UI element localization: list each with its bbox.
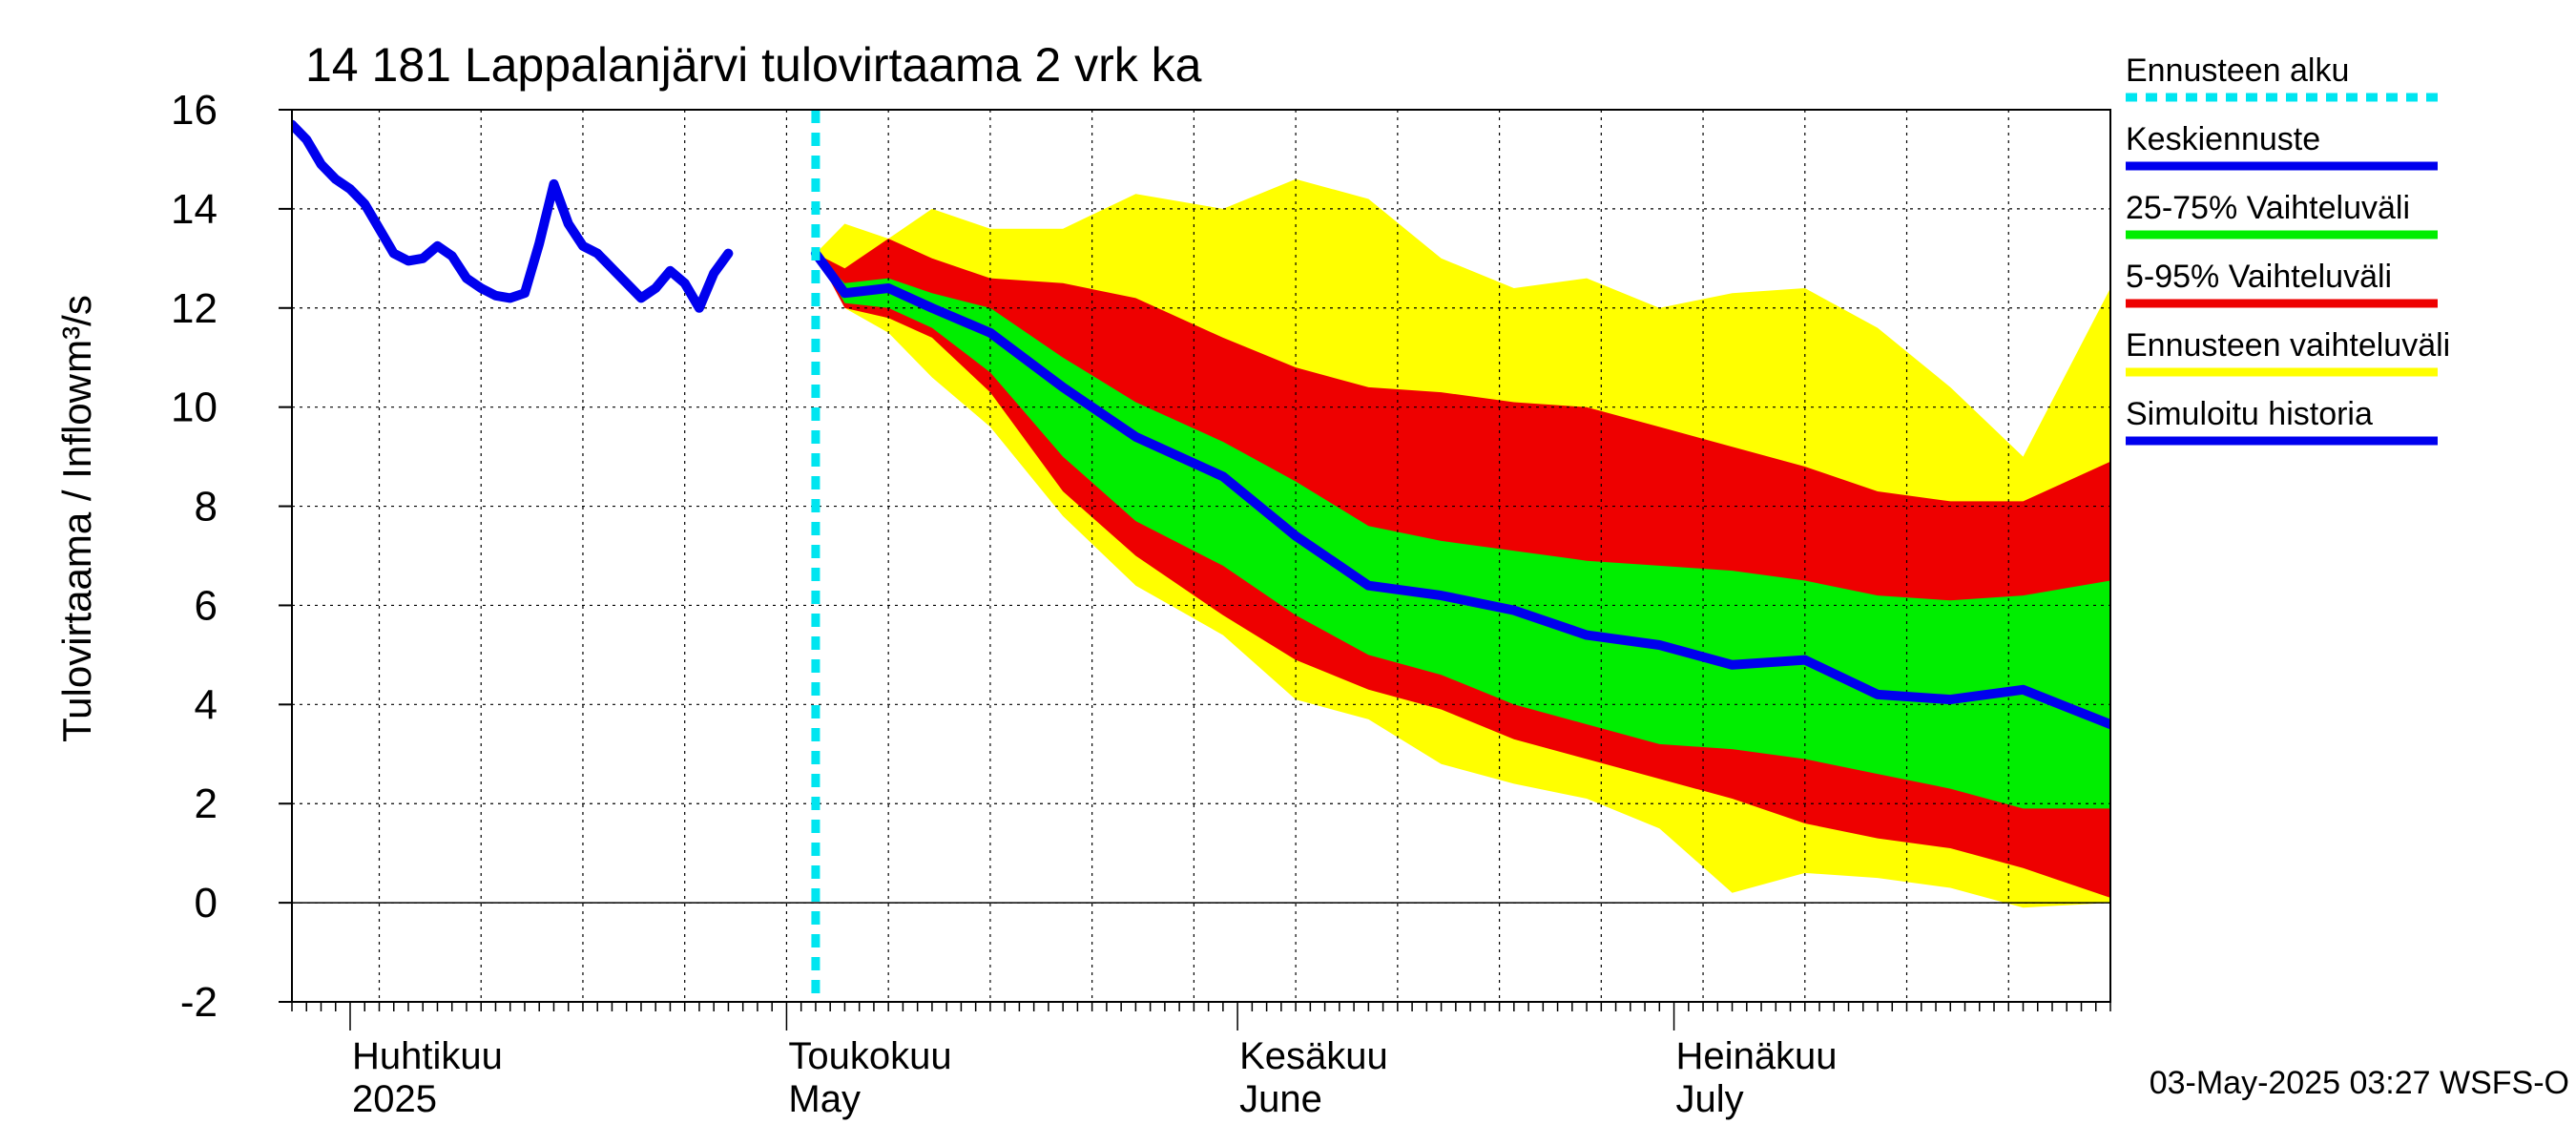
y-tick-label: 0 [195, 880, 218, 926]
month-label-fi: Toukokuu [788, 1035, 951, 1077]
y-axis-label: Tulovirtaama / Inflow [54, 373, 99, 742]
y-tick-label: 12 [171, 285, 218, 332]
month-label-en: May [788, 1078, 861, 1120]
y-tick-label: -2 [180, 979, 218, 1026]
y-axis: -2 0 2 4 6 8 10 12 14 16 [171, 87, 292, 1026]
legend-label: Simuloitu historia [2126, 396, 2373, 432]
legend-label: Ennusteen alku [2126, 52, 2349, 89]
legend: Ennusteen alku Keskiennuste 25-75% Vaihtel… [2126, 52, 2450, 446]
timestamp: 03-May-2025 03:27 WSFS-O [2150, 1065, 2569, 1101]
grid [292, 110, 2110, 1002]
forecast-bands [815, 178, 2110, 908]
y-tick-label: 10 [171, 385, 218, 431]
x-axis [291, 1002, 2111, 1030]
plot-frame [291, 109, 2111, 1003]
y-tick-label: 6 [195, 582, 218, 629]
month-label-fi: Heinäkuu [1676, 1035, 1838, 1077]
y-tick-label: 14 [171, 186, 218, 233]
month-label-en: 2025 [352, 1078, 437, 1120]
y-tick-label: 8 [195, 484, 218, 531]
chart-title: 14 181 Lappalanjärvi tulovirtaama 2 vrk … [305, 38, 1202, 92]
legend-label: Keskiennuste [2126, 121, 2320, 157]
percentile-25-75-band [815, 253, 2110, 809]
simulated-history-line [292, 119, 734, 313]
legend-label: 5-95% Vaihteluväli [2126, 259, 2392, 295]
month-label-en: July [1676, 1078, 1744, 1120]
month-label-en: June [1239, 1078, 1322, 1120]
legend-label: Ennusteen vaihteluväli [2126, 327, 2450, 364]
month-label-fi: Huhtikuu [352, 1035, 503, 1077]
month-label-fi: Kesäkuu [1239, 1035, 1388, 1077]
legend-label: 25-75% Vaihteluväli [2126, 190, 2410, 226]
median-forecast-line [810, 248, 2110, 730]
y-tick-label: 2 [195, 781, 218, 827]
y-tick-label: 4 [195, 681, 218, 728]
series-lines [292, 119, 2110, 730]
y-axis-unit: m³/s [54, 295, 99, 373]
y-tick-label: 16 [171, 87, 218, 134]
